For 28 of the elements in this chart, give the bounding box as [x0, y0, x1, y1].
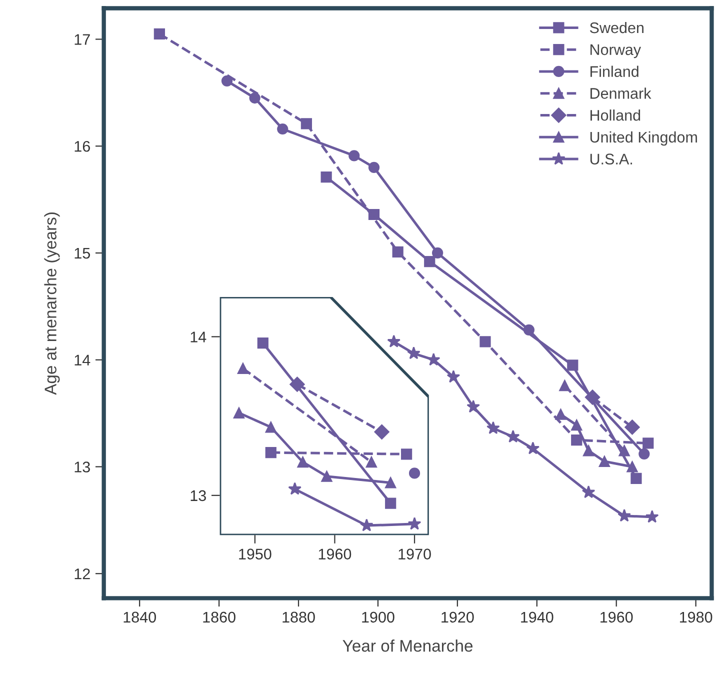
y-tick-label: 13 [74, 462, 90, 472]
y-tick-label: 14 [190, 332, 206, 342]
legend-label: Finland [590, 66, 638, 77]
x-tick-label: 1840 [124, 612, 156, 623]
legend-label: Norway [590, 44, 642, 58]
y-tick-label: 15 [74, 248, 90, 259]
x-axis-title: Year of Menarche [342, 640, 473, 652]
y-tick-label: 17 [74, 34, 90, 45]
x-tick-label: 1920 [442, 612, 474, 623]
x-tick-label: 1940 [521, 612, 554, 623]
legend-label: United Kingdom [590, 131, 697, 146]
y-tick-label: 13 [190, 490, 206, 502]
legend-label: Denmark [590, 88, 652, 99]
legend-label: Sweden [590, 22, 644, 34]
x-tick-label: 1960 [600, 612, 633, 623]
x-tick-label: 1900 [362, 612, 394, 623]
x-tick-label: 1970 [398, 548, 431, 560]
x-tick-label: 1960 [318, 548, 352, 560]
x-tick-label: 1880 [282, 612, 315, 623]
x-tick-label: 1980 [680, 612, 712, 623]
legend-label: U.S.A. [590, 154, 632, 164]
x-tick-label: 1860 [203, 612, 236, 623]
legend-label: Holland [590, 110, 640, 121]
y-tick-label: 14 [74, 354, 90, 366]
x-tick-label: 1950 [239, 548, 272, 560]
y-tick-label: 12 [74, 568, 90, 580]
y-tick-label: 16 [74, 140, 90, 152]
y-axis-title: Age at menarche (years) [44, 212, 60, 395]
